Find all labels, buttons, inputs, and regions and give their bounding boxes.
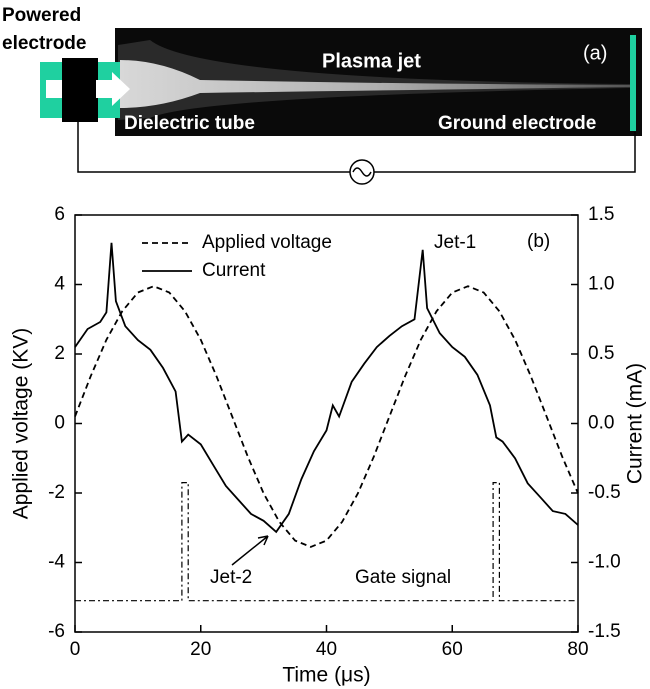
y-tick-label: 6 xyxy=(54,204,65,225)
y-tick-label: -6 xyxy=(48,621,65,642)
panel-label: (b) xyxy=(527,231,550,252)
series-line xyxy=(74,242,579,534)
annotation: Gate signal xyxy=(355,567,451,588)
ac-symbol xyxy=(352,167,372,177)
tube-glow xyxy=(118,40,630,120)
y-tick-label: -4 xyxy=(48,552,65,573)
x-axis-label: Time (μs) xyxy=(282,664,370,687)
y-tick-label: 0 xyxy=(54,413,65,434)
x-tick-label: 40 xyxy=(316,639,337,660)
label: Powered xyxy=(2,5,81,26)
annotation: Jet-2 xyxy=(210,567,252,588)
annotation-arrow xyxy=(231,535,269,566)
series-line xyxy=(75,482,578,602)
x-tick-label: 80 xyxy=(567,639,588,660)
circuit-wire xyxy=(77,122,636,173)
y-tick-label: 4 xyxy=(54,274,65,295)
y2-tick-label: 1.5 xyxy=(588,204,614,225)
label: Dielectric tube xyxy=(124,113,255,134)
y2-tick-label: 1.0 xyxy=(588,274,614,295)
y2-tick-label: 0.0 xyxy=(588,413,614,434)
x-tick-label: 0 xyxy=(70,639,81,660)
plasma-jet-glow xyxy=(120,60,630,108)
label: Plasma jet xyxy=(322,50,421,72)
arrow xyxy=(96,72,130,106)
legend-label: Current xyxy=(202,260,266,281)
annotation: Jet-1 xyxy=(434,232,476,253)
arrow-tail xyxy=(46,80,62,98)
y-tick-label: -2 xyxy=(48,482,65,503)
label: (a) xyxy=(583,42,607,64)
panel-a: Powered electrode Plasma jet (a) Dielect… xyxy=(2,5,642,185)
x-tick-label: 20 xyxy=(190,639,211,660)
y-tick-label: 2 xyxy=(54,343,65,364)
series-line xyxy=(74,285,579,548)
y2-tick-label: 0.5 xyxy=(588,343,614,364)
y2-axis-label: Current (mA) xyxy=(624,363,647,484)
label: electrode xyxy=(2,33,86,54)
label: Ground electrode xyxy=(438,113,596,134)
y2-tick-label: -0.5 xyxy=(588,482,621,503)
plot-frame xyxy=(74,214,579,633)
y2-tick-label: -1.0 xyxy=(588,552,621,573)
ground-electrode xyxy=(630,35,636,131)
x-tick-label: 60 xyxy=(442,639,463,660)
y-axis-label: Applied voltage (KV) xyxy=(10,328,33,519)
powered-electrode xyxy=(62,58,98,122)
y2-tick-label: -1.5 xyxy=(588,621,621,642)
legend-label: Applied voltage xyxy=(202,232,332,253)
